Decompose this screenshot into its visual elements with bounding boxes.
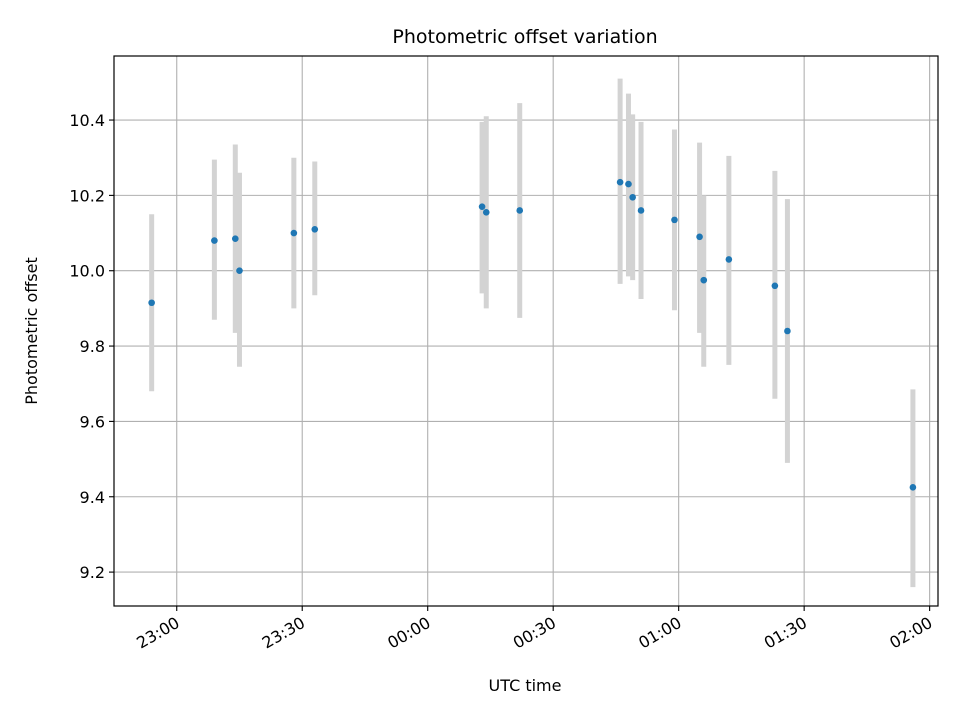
y-tick-label: 10.0 [69, 262, 105, 281]
data-point [725, 256, 733, 263]
data-point [771, 282, 779, 290]
data-point [625, 180, 632, 188]
y-tick-label: 9.2 [80, 563, 105, 582]
data-point [290, 229, 298, 237]
chart-title: Photometric offset variation [392, 26, 657, 48]
data-point [236, 267, 243, 275]
y-tick-label: 9.4 [80, 488, 105, 507]
data-point [784, 327, 791, 335]
data-point [231, 235, 239, 243]
data-point [700, 276, 708, 284]
data-point [696, 233, 703, 241]
y-tick-label: 9.6 [80, 412, 105, 431]
data-point [478, 203, 486, 210]
data-point [629, 193, 636, 201]
data-point [482, 209, 490, 216]
y-tick-label: 10.4 [69, 111, 105, 130]
y-axis-ticks: 9.2 9.4 9.6 9.8 10.0 10.2 10.4 [69, 111, 114, 582]
data-point [211, 237, 218, 244]
y-tick-label: 10.2 [69, 186, 105, 205]
data-point [516, 207, 524, 214]
data-point [671, 216, 678, 224]
plot-frame [113, 55, 939, 607]
data-point [616, 178, 624, 186]
data-point [148, 299, 155, 307]
y-tick-label: 9.8 [80, 337, 105, 356]
data-point [311, 225, 319, 233]
y-axis-title: Photometric offset [22, 257, 41, 405]
data-point [909, 484, 917, 491]
data-point [637, 207, 645, 214]
x-axis-title: UTC time [489, 676, 562, 695]
data-points [148, 178, 917, 491]
grid [114, 56, 938, 606]
